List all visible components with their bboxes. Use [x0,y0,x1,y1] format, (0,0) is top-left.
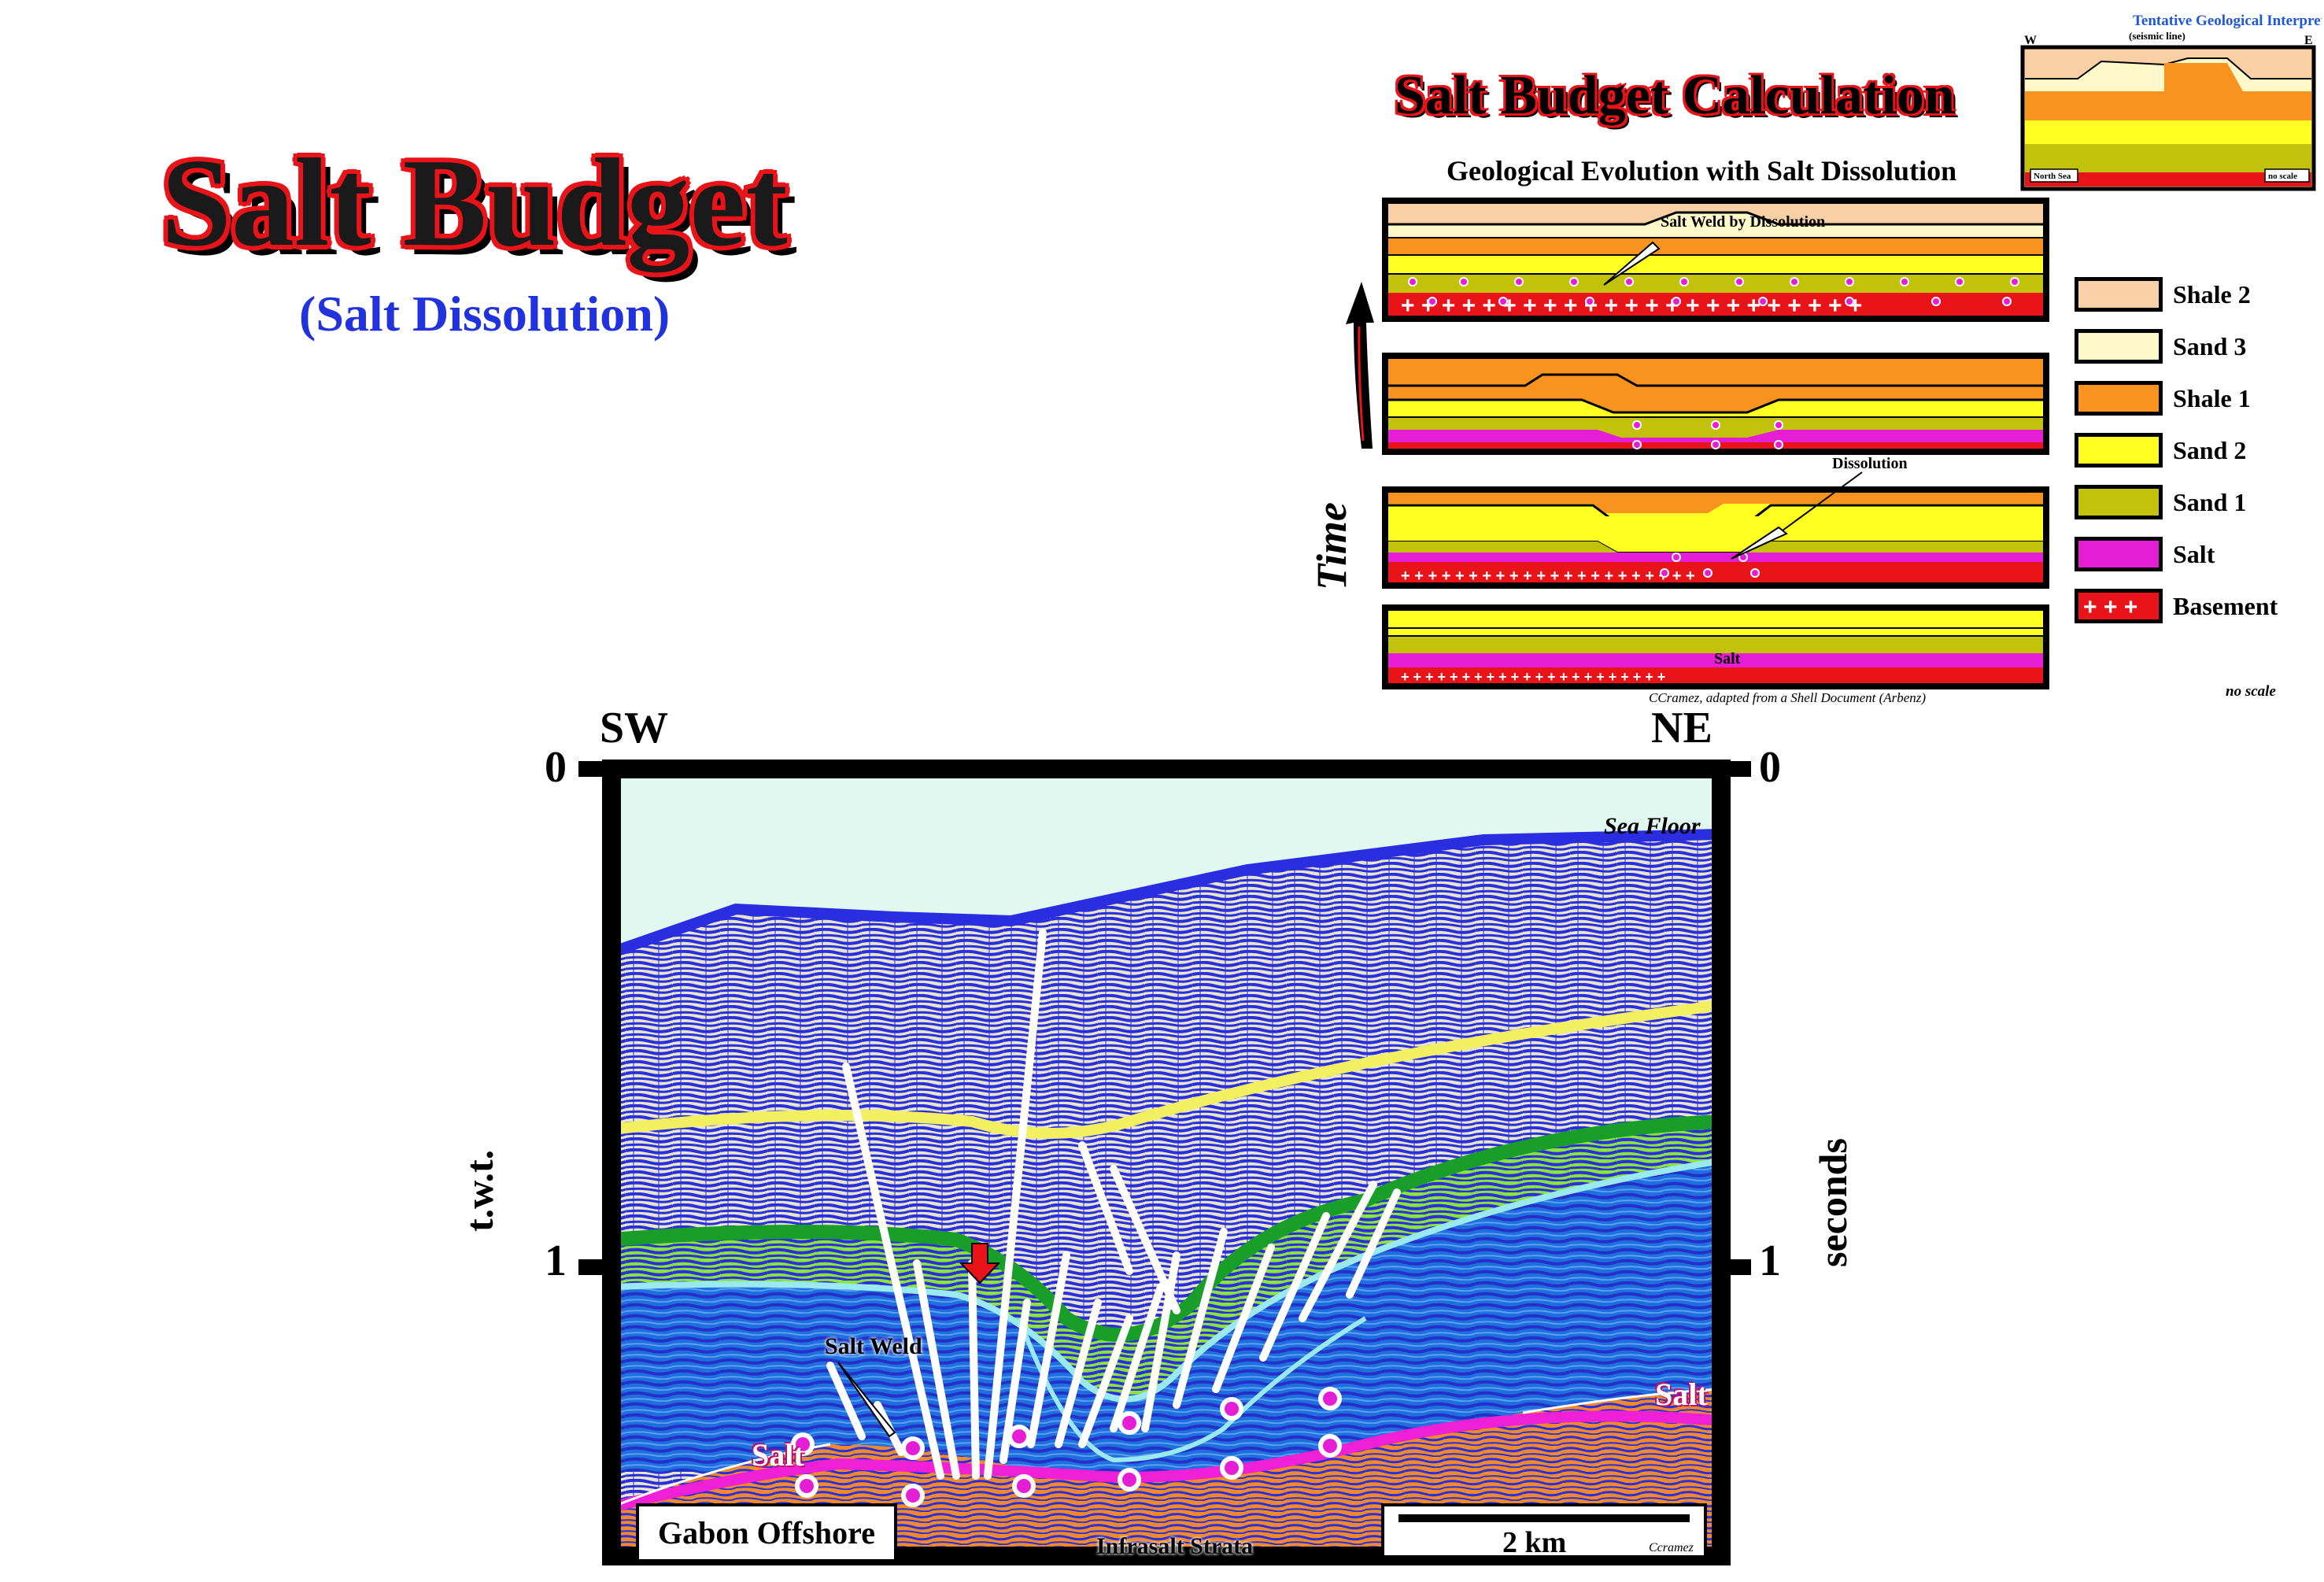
ne-label: NE [1651,704,1713,752]
legend-label: Salt [2173,540,2215,568]
seconds-axis-label: seconds [1811,1138,1855,1267]
subsidence-arrow-icon [959,1243,1001,1284]
salt-label-left: Salt [752,1437,804,1473]
salt-weld-seismic-label: Salt Weld [825,1333,922,1359]
scale-label: 2 km [1502,1526,1567,1559]
page-subtitle: (Salt Dissolution) [299,286,671,342]
inset-west: W [2024,34,2037,47]
legend-swatch: + + + [2075,589,2163,623]
sea-floor-label: Sea Floor [1604,813,1701,839]
tick-1-right: 1 [1759,1236,1781,1285]
svg-text:+ + + + + + + + + + + + + + +: + + + + + + + + + + + + + + + + + + + + … [1401,293,1862,319]
tick-1-left: 1 [545,1236,567,1285]
scale-bar [1398,1514,1690,1522]
salt-label-right: Salt [1655,1377,1708,1412]
svg-text:+ + +: + + + [2083,594,2137,619]
inset-title: Tentative Geological Interpretation [2133,13,2322,29]
tick-0-left: 0 [545,743,567,792]
tick-0-right: 0 [1759,743,1781,792]
evolution-diagram: Time + + + + + + + + + + + + + + + + + +… [1308,198,2049,689]
evolution-panel-4: + + + + + + + + + + + + + + + + + + + + … [1382,198,2049,322]
legend-swatch [2075,381,2163,416]
legend-label: Sand 1 [2173,488,2247,516]
location-badge: Gabon Offshore [636,1503,897,1562]
legend-swatch [2075,485,2163,519]
legend-swatch [2075,433,2163,468]
dissolution-label: Dissolution [1832,455,1908,472]
calc-title: Salt Budget Calculation [1395,65,1955,126]
legend-label: Shale 1 [2173,384,2251,412]
time-label: Time [1308,502,1355,590]
inset-east: E [2304,34,2313,47]
sw-label: SW [600,704,669,752]
scale-box: 2 km [1381,1503,1707,1559]
legend-label: Sand 2 [2173,436,2247,464]
inset-subtitle: (seismic line) [2129,30,2185,42]
author-label: Ccramez [1649,1541,1694,1554]
inset-interpretation: Tentative Geological Interpretation (sei… [2020,13,2322,191]
legend-label: Shale 2 [2173,280,2251,309]
svg-text:+ + + + + + + +: + + + + + + + + + + + + + + + + + + + + … [1401,669,1665,685]
salt-initial-label: Salt [1714,650,1741,667]
legend-swatch [2075,277,2163,312]
twt-axis-label: t.w.t. [457,1149,501,1232]
infrasalt-label: Infrasalt Strata [1096,1533,1254,1559]
calc-subtitle: Geological Evolution with Salt Dissoluti… [1446,155,1957,187]
evolution-panel-3 [1382,353,2049,455]
no-scale-label: no scale [2226,683,2276,700]
salt-weld-label: Salt Weld by Dissolution [1661,213,1825,231]
legend-label: Sand 3 [2173,332,2247,360]
inset-left-tag: North Sea [2034,172,2071,181]
legend-swatch [2075,329,2163,364]
legend-label: Basement [2173,592,2278,620]
evolution-panel-1: + + + + + + + + + + + + + + + + + + + + … [1382,604,2049,689]
legend-swatch [2075,537,2163,571]
page-title: Salt Budget [161,132,788,272]
inset-right-tag: no scale [2268,172,2297,181]
credit-text: CCramez, adapted from a Shell Document (… [1649,690,1927,705]
evolution-panel-2: + + + + + + + + + + + + + + + + + + + + … [1382,455,2049,589]
svg-text:+ + + + + + + +: + + + + + + + + + + + + + + + + + + + + … [1401,567,1695,585]
